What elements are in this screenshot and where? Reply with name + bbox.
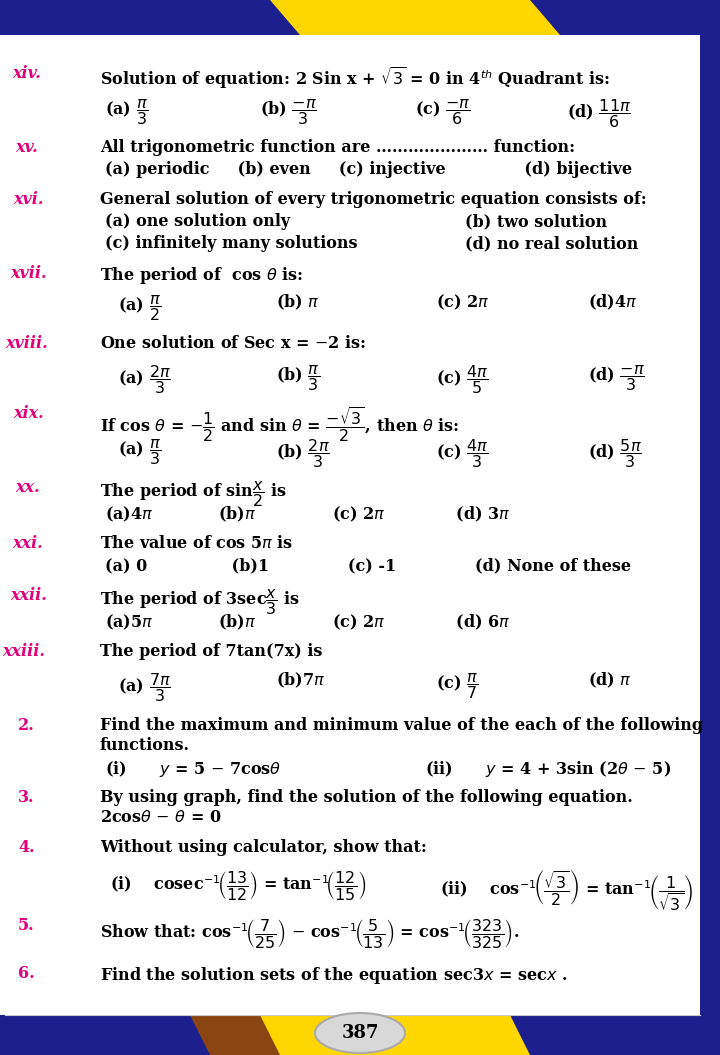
Text: Find the maximum and minimum value of the each of the following: Find the maximum and minimum value of th…	[100, 717, 703, 734]
Text: (d) $\dfrac{-\pi}{3}$: (d) $\dfrac{-\pi}{3}$	[588, 363, 645, 394]
Text: (d) $\dfrac{5\pi}{3}$: (d) $\dfrac{5\pi}{3}$	[588, 437, 642, 469]
Bar	[700, 35, 720, 1015]
Bar	[0, 1015, 720, 1055]
Text: (c) 2$\pi$: (c) 2$\pi$	[436, 293, 490, 312]
Text: 4.: 4.	[18, 839, 35, 856]
Text: (a)4$\pi$            (b)$\pi$              (c) 2$\pi$             (d) 3$\pi$: (a)4$\pi$ (b)$\pi$ (c) 2$\pi$ (d) 3$\pi$	[105, 505, 510, 524]
Text: (a) $\dfrac{\pi}{2}$: (a) $\dfrac{\pi}{2}$	[118, 293, 161, 323]
Text: (i)      $y$ = 5 $-$ 7cos$\theta$: (i) $y$ = 5 $-$ 7cos$\theta$	[105, 759, 282, 779]
Text: (a) one solution only: (a) one solution only	[105, 213, 290, 230]
Text: xx.: xx.	[15, 479, 40, 496]
Text: (d) no real solution: (d) no real solution	[465, 235, 639, 252]
Polygon shape	[210, 1015, 530, 1055]
Text: 2.: 2.	[18, 717, 35, 734]
Text: Show that: cos$^{-1}\!\left(\dfrac{7}{25}\right)$ $-$ cos$^{-1}\!\left(\dfrac{5}: Show that: cos$^{-1}\!\left(\dfrac{7}{25…	[100, 917, 519, 950]
Text: xxii.: xxii.	[10, 587, 47, 605]
Text: Find the solution sets of the equation sec3$x$ = sec$x$ .: Find the solution sets of the equation s…	[100, 965, 567, 986]
Text: (c) infinitely many solutions: (c) infinitely many solutions	[105, 235, 358, 252]
Text: (i)    cosec$^{-1}\!\left(\dfrac{13}{12}\right)$ = tan$^{-1}\!\left(\dfrac{12}{1: (i) cosec$^{-1}\!\left(\dfrac{13}{12}\ri…	[110, 869, 366, 902]
Text: xix.: xix.	[13, 405, 44, 422]
Text: (b) $\dfrac{\pi}{3}$: (b) $\dfrac{\pi}{3}$	[276, 363, 320, 394]
Text: xvii.: xvii.	[10, 265, 47, 282]
Text: (a) $\dfrac{2\pi}{3}$: (a) $\dfrac{2\pi}{3}$	[118, 363, 171, 396]
Text: 2cos$\theta$ $-$ $\theta$ = 0: 2cos$\theta$ $-$ $\theta$ = 0	[100, 809, 222, 826]
Text: (ii)      $y$ = 4 + 3sin (2$\theta$ $-$ 5): (ii) $y$ = 4 + 3sin (2$\theta$ $-$ 5)	[425, 759, 671, 779]
Text: (a) $\dfrac{\pi}{3}$: (a) $\dfrac{\pi}{3}$	[105, 97, 148, 127]
Bar	[0, 0, 720, 35]
Text: (b) $\dfrac{-\pi}{3}$: (b) $\dfrac{-\pi}{3}$	[260, 97, 317, 127]
Text: The period of 3sec$\dfrac{x}{3}$ is: The period of 3sec$\dfrac{x}{3}$ is	[100, 587, 300, 617]
Text: (a)5$\pi$            (b)$\pi$              (c) 2$\pi$             (d) 6$\pi$: (a)5$\pi$ (b)$\pi$ (c) 2$\pi$ (d) 6$\pi$	[105, 613, 510, 632]
Polygon shape	[190, 1015, 280, 1055]
Text: (d)4$\pi$: (d)4$\pi$	[588, 293, 637, 312]
Text: (a) $\dfrac{\pi}{3}$: (a) $\dfrac{\pi}{3}$	[118, 437, 161, 467]
Text: functions.: functions.	[100, 737, 190, 754]
Text: (c) $\dfrac{-\pi}{6}$: (c) $\dfrac{-\pi}{6}$	[415, 97, 471, 127]
Text: If cos $\theta$ = $-\dfrac{1}{2}$ and sin $\theta$ = $\dfrac{-\sqrt{3}}{2}$, the: If cos $\theta$ = $-\dfrac{1}{2}$ and si…	[100, 405, 459, 444]
Text: General solution of every trigonometric equation consists of:: General solution of every trigonometric …	[100, 191, 647, 208]
Text: The value of cos 5$\pi$ is: The value of cos 5$\pi$ is	[100, 535, 293, 552]
Text: (a) 0               (b)1              (c) -1              (d) None of these: (a) 0 (b)1 (c) -1 (d) None of these	[105, 557, 631, 574]
Text: xviii.: xviii.	[5, 335, 48, 352]
Text: (b)7$\pi$: (b)7$\pi$	[276, 671, 325, 690]
Ellipse shape	[315, 1013, 405, 1053]
Text: By using graph, find the solution of the following equation.: By using graph, find the solution of the…	[100, 789, 633, 806]
Text: xvi.: xvi.	[13, 191, 43, 208]
Text: (a) $\dfrac{7\pi}{3}$: (a) $\dfrac{7\pi}{3}$	[118, 671, 171, 704]
Text: xxi.: xxi.	[12, 535, 42, 552]
Text: (a) periodic     (b) even     (c) injective              (d) bijective: (a) periodic (b) even (c) injective (d) …	[105, 161, 632, 178]
Text: (b) $\dfrac{2\pi}{3}$: (b) $\dfrac{2\pi}{3}$	[276, 437, 330, 469]
Text: 5.: 5.	[18, 917, 35, 934]
Polygon shape	[270, 0, 560, 35]
Text: (d) $\pi$: (d) $\pi$	[588, 671, 631, 690]
Text: (b) two solution: (b) two solution	[465, 213, 607, 230]
Text: 3.: 3.	[18, 789, 35, 806]
Text: (d) $\dfrac{11\pi}{6}$: (d) $\dfrac{11\pi}{6}$	[567, 97, 631, 130]
Text: The period of 7tan(7x) is: The period of 7tan(7x) is	[100, 642, 323, 660]
Text: 387: 387	[341, 1024, 379, 1042]
Text: (b) $\pi$: (b) $\pi$	[276, 293, 320, 312]
Text: (c) $\dfrac{\pi}{7}$: (c) $\dfrac{\pi}{7}$	[436, 671, 479, 701]
Text: The period of  cos $\theta$ is:: The period of cos $\theta$ is:	[100, 265, 303, 286]
Text: The period of sin$\dfrac{x}{2}$ is: The period of sin$\dfrac{x}{2}$ is	[100, 479, 287, 509]
Text: (c) $\dfrac{4\pi}{3}$: (c) $\dfrac{4\pi}{3}$	[436, 437, 488, 469]
Text: (ii)    cos$^{-1}\!\left(\dfrac{\sqrt{3}}{2}\right)$ = tan$^{-1}\!\left(\dfrac{1: (ii) cos$^{-1}\!\left(\dfrac{\sqrt{3}}{2…	[440, 869, 694, 914]
Text: xv.: xv.	[15, 139, 37, 156]
Text: xxiii.: xxiii.	[2, 642, 45, 660]
Text: xiv.: xiv.	[12, 65, 41, 82]
Text: One solution of Sec x = $-$2 is:: One solution of Sec x = $-$2 is:	[100, 335, 366, 352]
Text: Solution of equation: 2 Sin x + $\sqrt{3}$ = 0 in 4$^{th}$ Quadrant is:: Solution of equation: 2 Sin x + $\sqrt{3…	[100, 65, 610, 91]
Text: 6.: 6.	[18, 965, 35, 982]
Text: (c) $\dfrac{4\pi}{5}$: (c) $\dfrac{4\pi}{5}$	[436, 363, 488, 396]
Text: All trigonometric function are ………………… function:: All trigonometric function are ………………… f…	[100, 139, 575, 156]
Text: Without using calculator, show that:: Without using calculator, show that:	[100, 839, 427, 856]
